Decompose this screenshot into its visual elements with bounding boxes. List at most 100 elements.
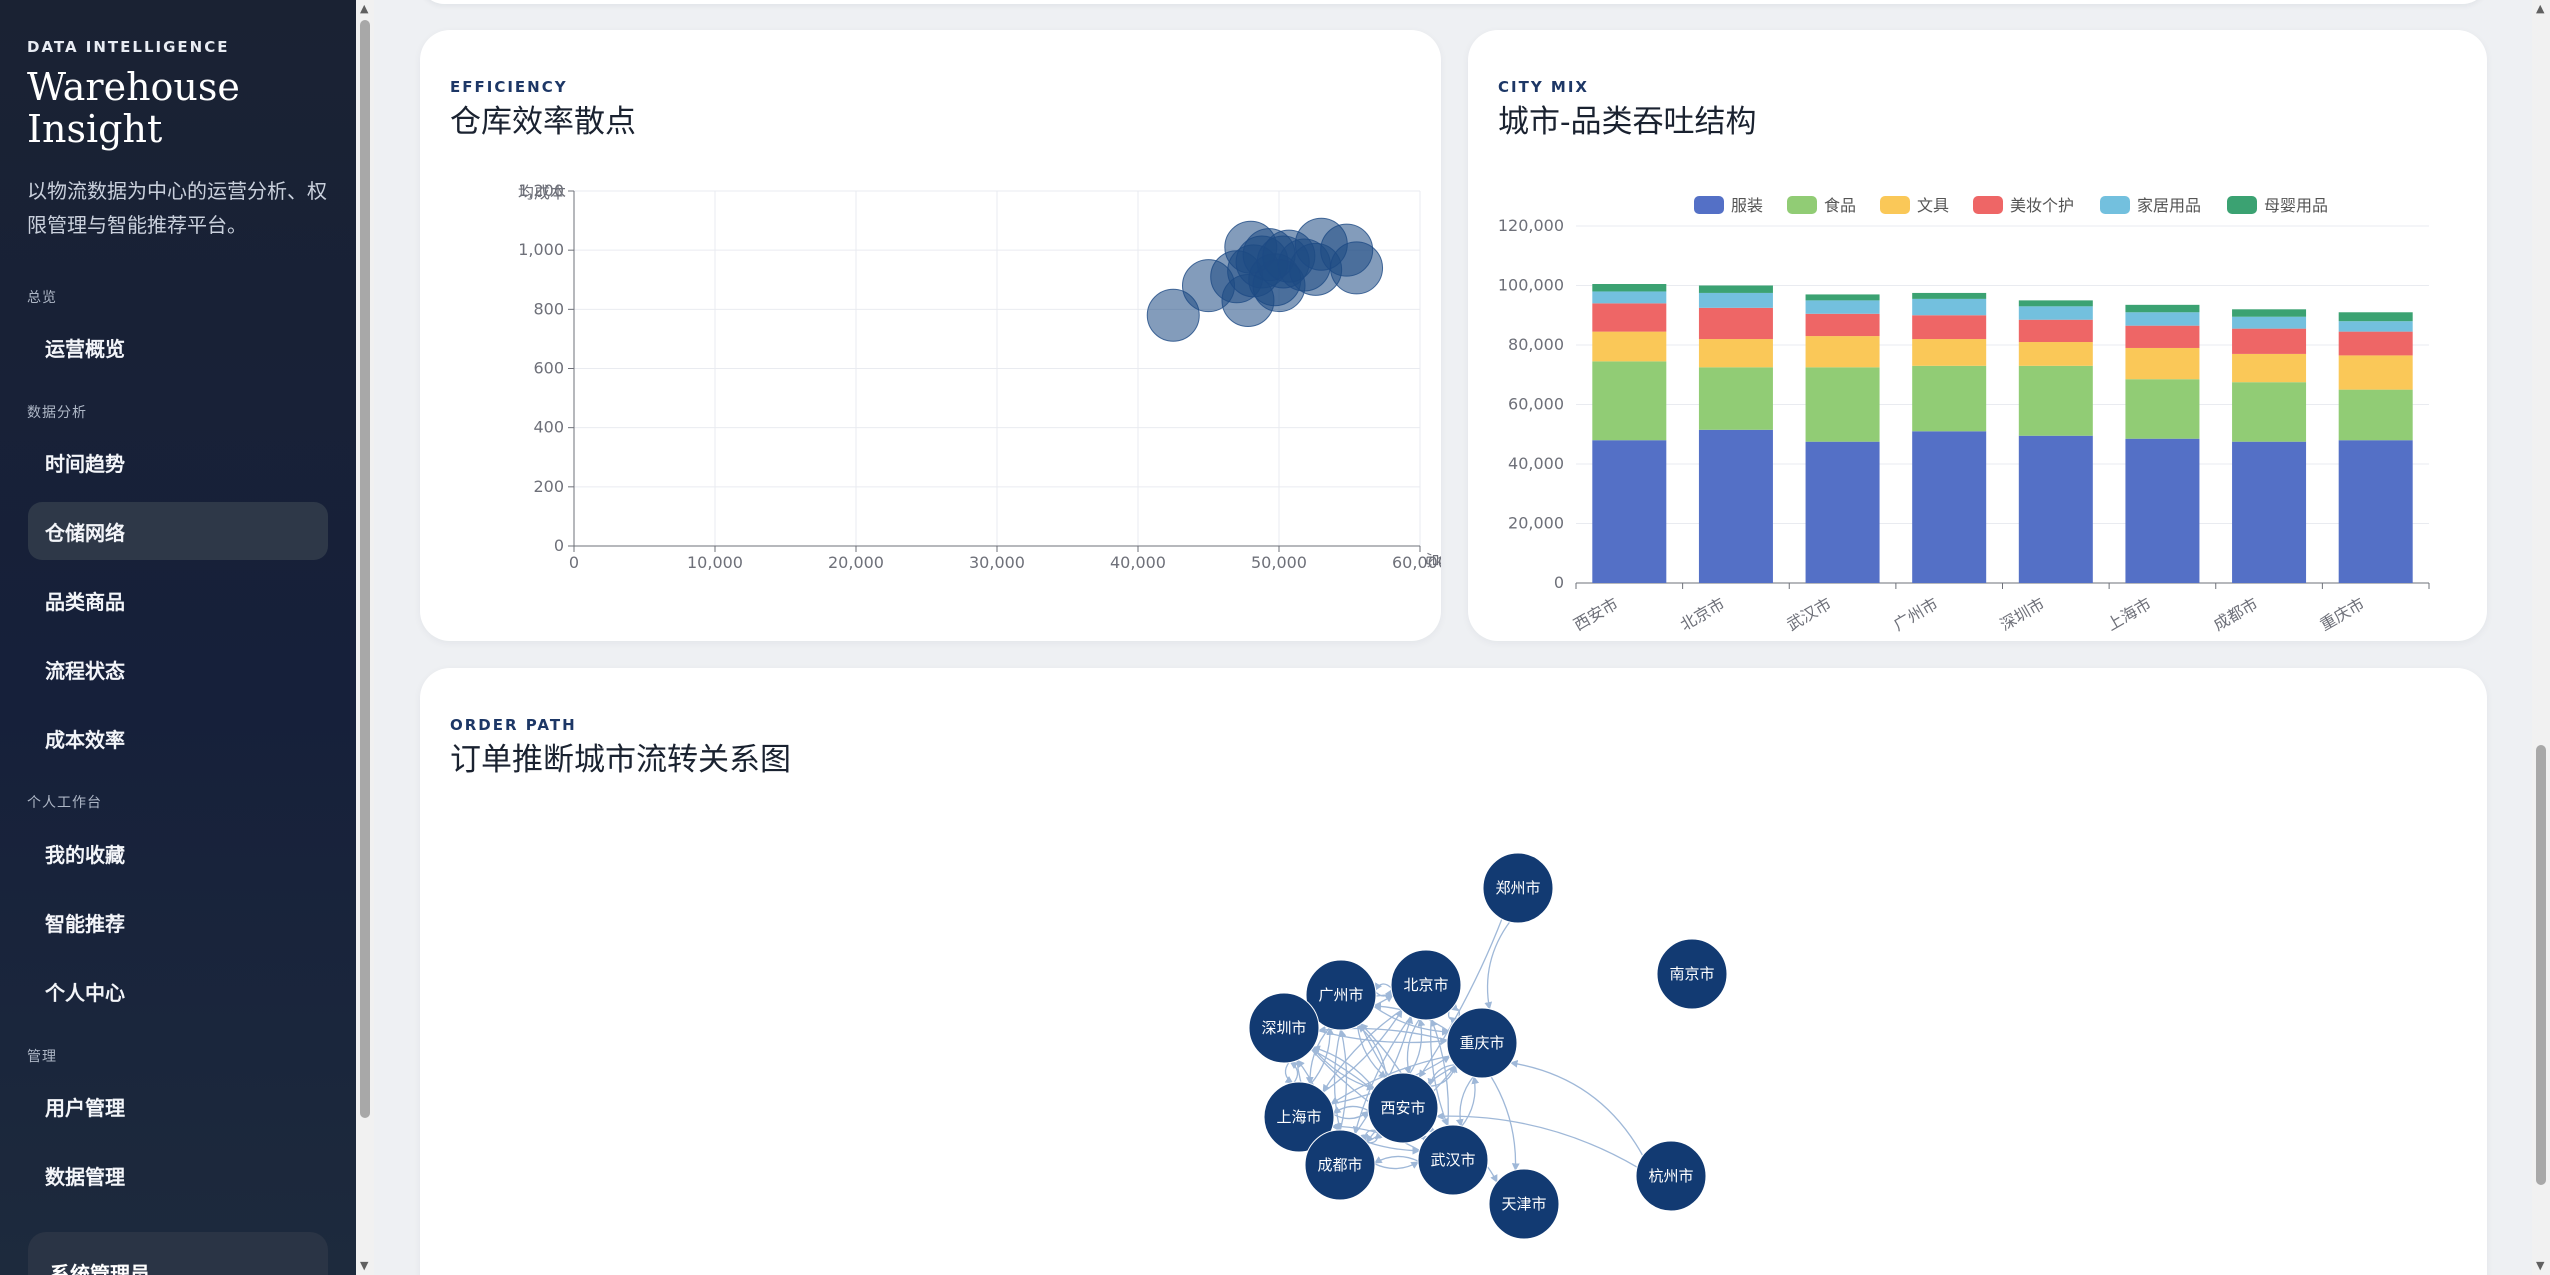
city-node-label: 深圳市 <box>1261 1019 1306 1037</box>
nav-item-favorites[interactable]: 我的收藏 <box>45 842 125 867</box>
card-title: 城市-品类吞吐结构 <box>1498 104 1757 140</box>
nav-item-cost[interactable]: 成本效率 <box>45 727 125 752</box>
previous-card-edge <box>420 0 2487 4</box>
legend-swatch <box>2227 196 2257 214</box>
scroll-up-arrow-icon[interactable]: ▲ <box>360 2 369 15</box>
city-node[interactable]: 杭州市 <box>1635 1140 1707 1212</box>
city-node-circle <box>1446 1007 1518 1079</box>
city-node-circle <box>1367 1072 1439 1144</box>
flow-edge <box>1330 1055 1451 1105</box>
bar-segment <box>2018 306 2093 320</box>
nav-item-recommend[interactable]: 智能推荐 <box>45 911 125 936</box>
city-node-label: 北京市 <box>1403 976 1448 994</box>
nav-item-users[interactable]: 用户管理 <box>45 1095 125 1120</box>
flow-edge <box>1373 1160 1420 1170</box>
sidebar-scrollbar[interactable]: ▲ ▼ <box>356 0 374 1275</box>
city-node[interactable]: 天津市 <box>1488 1168 1560 1240</box>
city-node[interactable]: 西安市 <box>1367 1072 1439 1144</box>
card-eyebrow: CITY MIX <box>1498 78 1589 96</box>
main-scrollbar-thumb[interactable] <box>2536 745 2546 1185</box>
y-axis-label: 均成本 <box>518 183 566 202</box>
nav-item-network[interactable]: 仓储网络 <box>28 502 328 560</box>
sidebar-scrollbar-thumb[interactable] <box>360 20 370 1118</box>
x-tick-label: 深圳市 <box>1997 594 2048 634</box>
y-tick-label: 600 <box>533 359 564 378</box>
x-tick-label: 北京市 <box>1677 594 1728 634</box>
nav-item-flow[interactable]: 流程状态 <box>45 658 125 683</box>
y-tick-label: 800 <box>533 299 564 318</box>
admin-user-pill[interactable]: 系统管理员 <box>28 1232 328 1275</box>
efficiency-scatter-chart[interactable]: 0 10,000 20,000 30,000 40,000 50,000 60,000 0 20… <box>420 30 1441 641</box>
bar-segment <box>1805 367 1880 442</box>
flow-edge <box>1460 1075 1480 1128</box>
scroll-down-arrow-icon[interactable]: ▼ <box>2536 1259 2545 1272</box>
city-node-label: 天津市 <box>1501 1195 1546 1213</box>
flow-edge <box>1408 1018 1426 1075</box>
bar-segment <box>1698 429 1773 583</box>
brand-title: Warehouse Insight <box>27 65 240 151</box>
bar-segment <box>2125 312 2200 326</box>
nav-section-workspace: 个人工作台 <box>27 795 102 811</box>
bar-segment <box>1698 285 1773 293</box>
x-tick-label: 西安市 <box>1570 594 1621 634</box>
flow-edge <box>1333 1028 1343 1132</box>
main-scrollbar[interactable]: ▲ ▼ <box>2532 0 2550 1275</box>
city-node-label: 成都市 <box>1317 1156 1362 1174</box>
y-tick-label: 400 <box>533 418 564 437</box>
x-tick-label: 40,000 <box>1110 553 1166 572</box>
scroll-down-arrow-icon[interactable]: ▼ <box>360 1259 369 1272</box>
city-node[interactable]: 南京市 <box>1656 938 1728 1010</box>
city-mix-card: CITY MIX 城市-品类吞吐结构 0 20,000 40,000 60,000 80… <box>1468 30 2487 641</box>
city-node[interactable]: 广州市 <box>1305 959 1377 1031</box>
bar-segment <box>1698 307 1773 340</box>
city-node-circle <box>1635 1140 1707 1212</box>
bar-segment <box>2018 319 2093 343</box>
city-node[interactable]: 深圳市 <box>1248 992 1320 1064</box>
flow-edge <box>1435 1112 1639 1169</box>
city-node[interactable]: 重庆市 <box>1446 1007 1518 1079</box>
city-node[interactable]: 郑州市 <box>1482 852 1554 924</box>
nav-item-trend[interactable]: 时间趋势 <box>45 451 125 476</box>
flow-edge <box>1430 1018 1449 1127</box>
nav-section-analysis: 数据分析 <box>27 405 87 421</box>
city-node[interactable]: 上海市 <box>1263 1081 1335 1153</box>
legend-swatch <box>1973 196 2003 214</box>
nav-section-overview: 总览 <box>27 290 57 306</box>
bar-segment <box>1592 331 1667 362</box>
legend-label: 文具 <box>1917 196 1949 215</box>
city-node[interactable]: 北京市 <box>1390 949 1462 1021</box>
sidebar: DATA INTELLIGENCE Warehouse Insight 以物流数… <box>0 0 356 1275</box>
bar-segment <box>1912 365 1987 432</box>
flow-edge <box>1484 920 1511 1011</box>
bar-segment <box>2125 347 2200 380</box>
nav-item-category[interactable]: 品类商品 <box>45 589 125 614</box>
nav-item-overview[interactable]: 运营概览 <box>45 336 125 361</box>
city-node[interactable]: 武汉市 <box>1417 1124 1489 1196</box>
bar-segment <box>2338 331 2413 356</box>
bar-segment <box>2232 353 2307 383</box>
x-tick-label: 50,000 <box>1251 553 1307 572</box>
scroll-up-arrow-icon[interactable]: ▲ <box>2536 2 2545 15</box>
bar-segment <box>2018 435 2093 583</box>
flow-edge <box>1509 1059 1644 1157</box>
y-tick-label: 120,000 <box>1498 216 1564 235</box>
city-node-label: 西安市 <box>1380 1099 1425 1117</box>
card-eyebrow: ORDER PATH <box>450 716 577 734</box>
nav-item-profile[interactable]: 个人中心 <box>45 980 125 1005</box>
y-tick-label: 0 <box>1554 573 1564 592</box>
legend-label: 母婴用品 <box>2264 196 2328 215</box>
bar-segment <box>2125 438 2200 583</box>
nav-item-data[interactable]: 数据管理 <box>45 1164 125 1189</box>
y-tick-label: 200 <box>533 477 564 496</box>
city-node[interactable]: 成都市 <box>1304 1129 1376 1201</box>
card-title: 仓库效率散点 <box>450 104 636 140</box>
x-tick-label: 10,000 <box>687 553 743 572</box>
city-node-label: 广州市 <box>1318 986 1363 1004</box>
y-tick-label: 40,000 <box>1508 454 1564 473</box>
y-tick-label: 1,000 <box>518 240 564 259</box>
city-node-label: 上海市 <box>1276 1108 1321 1126</box>
efficiency-card: EFFICIENCY 仓库效率散点 0 10,000 20,000 30,000 40,… <box>420 30 1441 641</box>
city-mix-bar-chart[interactable]: 0 20,000 40,000 60,000 80,000 100,000 120,000 西… <box>1468 30 2487 641</box>
bar-segment <box>1805 313 1880 337</box>
